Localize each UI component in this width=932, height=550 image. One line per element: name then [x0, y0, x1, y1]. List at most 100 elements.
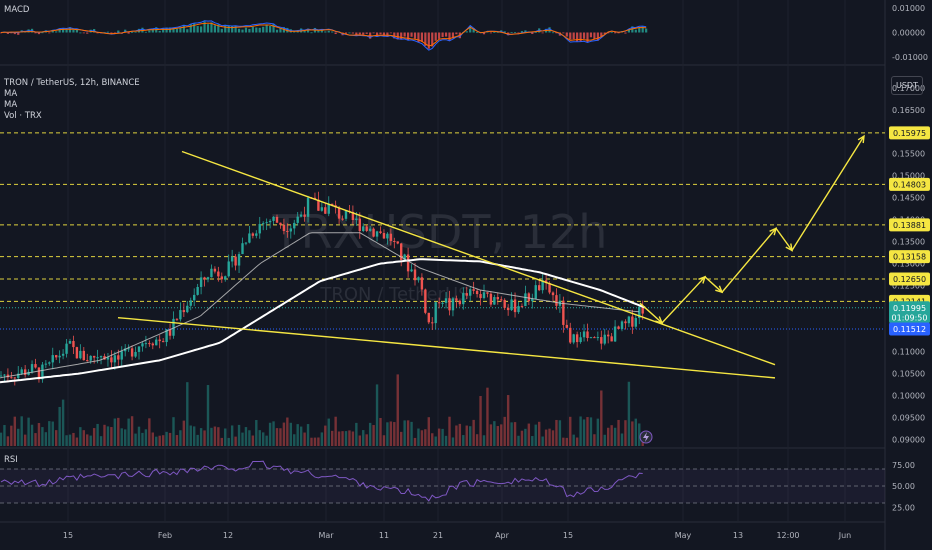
candle-body[interactable] — [275, 216, 279, 223]
candle-body[interactable] — [572, 334, 575, 343]
candle-body[interactable] — [20, 369, 23, 374]
candle-body[interactable] — [134, 351, 137, 357]
lightning-icon[interactable] — [639, 430, 653, 444]
candle-body[interactable] — [13, 377, 16, 379]
candle-body[interactable] — [168, 329, 172, 336]
symbol-line[interactable]: TRON / TetherUS, 12h, BINANCE — [4, 78, 140, 88]
candle-body[interactable] — [10, 377, 13, 379]
candle-body[interactable] — [144, 343, 148, 345]
candle-body[interactable] — [227, 261, 230, 277]
candle-body[interactable] — [220, 276, 223, 280]
currency-selector[interactable]: USDT — [891, 76, 923, 95]
candle-body[interactable] — [620, 321, 624, 329]
candle-body[interactable] — [462, 293, 465, 305]
candle-body[interactable] — [248, 233, 251, 243]
candle-body[interactable] — [299, 214, 303, 217]
candle-body[interactable] — [113, 355, 117, 363]
candle-body[interactable] — [137, 346, 141, 352]
candle-body[interactable] — [0, 375, 3, 377]
candle-body[interactable] — [451, 298, 455, 311]
candle-body[interactable] — [79, 350, 82, 359]
candle-body[interactable] — [89, 355, 92, 361]
candle-body[interactable] — [513, 299, 517, 313]
candle-body[interactable] — [496, 297, 499, 300]
candle-body[interactable] — [344, 210, 348, 219]
candle-body[interactable] — [175, 318, 179, 320]
candle-body[interactable] — [158, 339, 161, 342]
candle-body[interactable] — [110, 357, 113, 363]
candle-body[interactable] — [224, 276, 227, 280]
price-levels[interactable] — [0, 132, 885, 330]
candle-body[interactable] — [320, 207, 324, 211]
candle-body[interactable] — [127, 348, 130, 350]
candle-body[interactable] — [627, 316, 631, 324]
candle-body[interactable] — [96, 357, 99, 359]
candle-body[interactable] — [596, 337, 600, 339]
candle-body[interactable] — [510, 299, 513, 311]
candle-body[interactable] — [23, 369, 27, 375]
candle-body[interactable] — [306, 197, 310, 217]
candle-body[interactable] — [244, 242, 248, 244]
candle-body[interactable] — [324, 207, 327, 214]
candle-body[interactable] — [182, 310, 186, 313]
candle-body[interactable] — [58, 355, 61, 358]
candle-body[interactable] — [37, 367, 41, 380]
candle-body[interactable] — [441, 302, 444, 304]
candle-body[interactable] — [331, 203, 334, 206]
trendlines[interactable] — [117, 150, 776, 379]
candle-body[interactable] — [444, 298, 448, 303]
candle-body[interactable] — [455, 298, 458, 301]
candle-body[interactable] — [303, 214, 306, 217]
candle-body[interactable] — [141, 343, 144, 347]
candle-body[interactable] — [75, 347, 79, 359]
candle-body[interactable] — [289, 228, 292, 232]
candle-body[interactable] — [475, 290, 479, 295]
candle-body[interactable] — [262, 223, 265, 225]
candle-body[interactable] — [589, 337, 593, 339]
candle-body[interactable] — [413, 269, 417, 281]
candle-body[interactable] — [17, 373, 20, 379]
indicator-ma-2[interactable]: MA — [4, 100, 18, 110]
candle-body[interactable] — [230, 256, 234, 262]
candle-body[interactable] — [417, 277, 420, 281]
signal-line[interactable] — [0, 22, 647, 47]
candle-body[interactable] — [403, 254, 406, 261]
candle-body[interactable] — [358, 218, 361, 231]
candle-body[interactable] — [193, 294, 196, 301]
candle-body[interactable] — [482, 292, 486, 299]
candle-body[interactable] — [155, 339, 158, 346]
candle-body[interactable] — [603, 334, 606, 344]
candle-body[interactable] — [472, 289, 475, 291]
candle-body[interactable] — [434, 302, 437, 324]
candle-body[interactable] — [393, 240, 396, 242]
candle-body[interactable] — [531, 298, 534, 302]
candle-body[interactable] — [165, 329, 168, 343]
trendline[interactable] — [117, 316, 776, 379]
candle-body[interactable] — [555, 295, 558, 306]
candle-body[interactable] — [448, 298, 451, 311]
candle-body[interactable] — [382, 233, 386, 239]
candle-body[interactable] — [372, 228, 375, 237]
candle-body[interactable] — [210, 268, 213, 278]
candle-body[interactable] — [617, 326, 620, 329]
candle-body[interactable] — [586, 331, 589, 338]
candle-body[interactable] — [379, 231, 382, 234]
candle-body[interactable] — [327, 203, 330, 214]
candle-body[interactable] — [55, 355, 58, 358]
candle-body[interactable] — [255, 233, 258, 236]
candle-body[interactable] — [196, 286, 199, 295]
rsi-line[interactable] — [0, 460, 643, 502]
candle-body[interactable] — [92, 355, 96, 358]
candle-body[interactable] — [237, 254, 241, 266]
candle-body[interactable] — [638, 306, 641, 318]
candle-body[interactable] — [624, 321, 627, 324]
candle-body[interactable] — [355, 218, 358, 221]
candle-body[interactable] — [541, 280, 544, 291]
candle-body[interactable] — [130, 348, 134, 357]
candle-body[interactable] — [272, 216, 275, 221]
candle-body[interactable] — [172, 318, 175, 336]
candle-body[interactable] — [279, 222, 282, 225]
indicator-volume[interactable]: Vol · TRX — [4, 111, 42, 121]
candle-body[interactable] — [241, 243, 244, 255]
candle-body[interactable] — [524, 293, 527, 307]
